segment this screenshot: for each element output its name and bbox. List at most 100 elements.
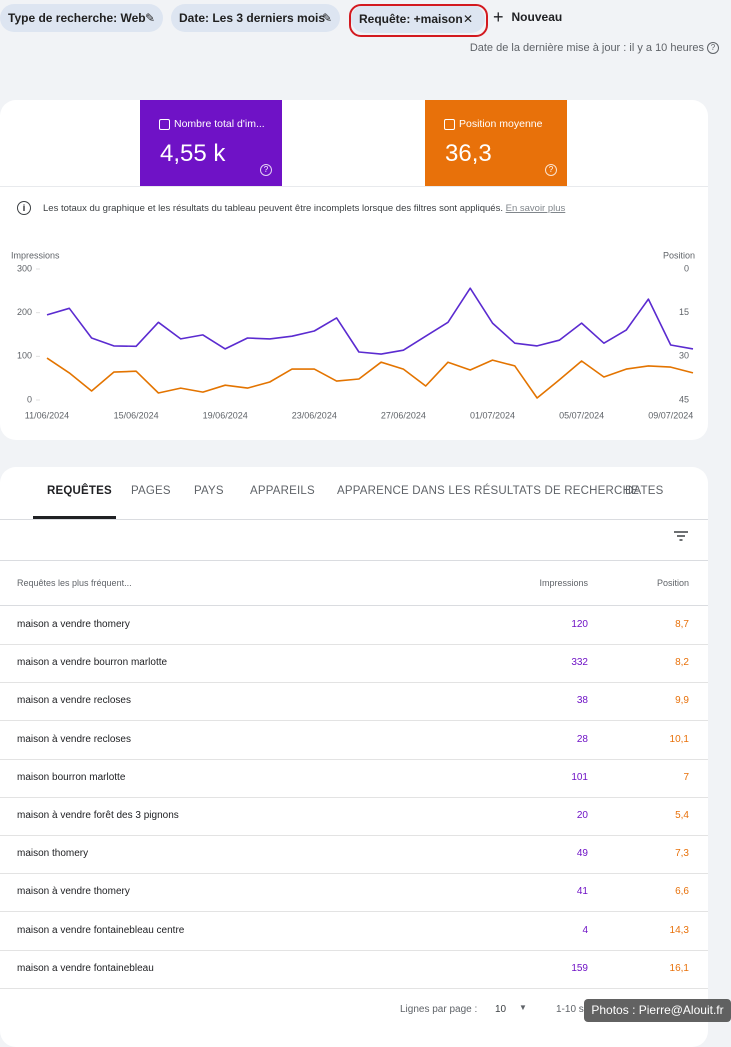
- impressions-cell: 120: [571, 619, 588, 630]
- position-cell: 6,6: [675, 886, 689, 898]
- column-header[interactable]: Position: [656, 578, 689, 588]
- tab[interactable]: PAYS: [194, 485, 224, 497]
- position-cell: 7,3: [675, 848, 689, 860]
- divider: [0, 682, 708, 684]
- divider: [0, 987, 708, 989]
- rows-per-page-select[interactable]: 10: [495, 1004, 507, 1015]
- edit-icon: ✎: [321, 11, 332, 25]
- chip-label: Date: Les 3 derniers mois: [179, 11, 326, 25]
- page-range: 1-10 s: [556, 1004, 584, 1015]
- position-cell: 9,9: [675, 695, 689, 707]
- chart: Impressions Position 0 100 200 300 0 15 30 45 11…: [11, 250, 695, 420]
- divider: [0, 835, 708, 836]
- column-header[interactable]: Requêtes les plus fréquent...: [17, 578, 132, 588]
- impressions-cell: 41: [576, 886, 588, 898]
- new-filter-button[interactable]: + Nouveau: [493, 6, 562, 28]
- checkbox: [159, 119, 170, 130]
- metric-label: Nombre total d'im...: [174, 118, 265, 130]
- active-tab-indicator: [33, 516, 116, 519]
- query-cell: maison a vendre bourron marlotte: [17, 657, 168, 669]
- plus-icon: +: [493, 7, 504, 27]
- metric-label: Position moyenne: [459, 118, 543, 130]
- query-cell: maison à vendre thomery: [17, 886, 130, 898]
- divider: [0, 796, 708, 798]
- query-cell: maison à vendre forêt des 3 pignons: [17, 810, 179, 821]
- x-tick-label: 23/06/2024: [292, 410, 337, 420]
- y2-tick-label: 15: [679, 307, 689, 317]
- metric-tile[interactable]: Nombre total d'im... 4,55 k?: [140, 100, 282, 186]
- y-tick-label: 200: [17, 307, 32, 317]
- watermark: Photos : Pierre@Alouit.fr: [584, 999, 731, 1022]
- query-cell: maison a vendre thomery: [17, 619, 130, 630]
- filter-chip[interactable]: Requête: +maison ✕: [351, 5, 485, 33]
- y2-tick-label: 0: [684, 263, 689, 273]
- position-cell: 10,1: [669, 733, 689, 745]
- impressions-cell: 4: [582, 924, 588, 936]
- filter-chip[interactable]: Type de recherche: Web ✎: [0, 4, 163, 32]
- divider: [0, 949, 708, 951]
- x-tick-label: 15/06/2024: [114, 410, 159, 420]
- query-cell: maison a vendre recloses: [17, 695, 131, 707]
- notice: Les totaux du graphique et les résultats…: [43, 203, 565, 214]
- last-update: Date de la dernière mise à jour : il y a…: [469, 42, 704, 54]
- position-cell: 7: [683, 771, 689, 783]
- x-tick-label: 01/07/2024: [470, 410, 515, 420]
- metric-value: 4,55 k: [160, 140, 226, 167]
- tab[interactable]: DATES: [625, 485, 664, 497]
- filter-chip[interactable]: Date: Les 3 derniers mois ✎: [171, 4, 340, 32]
- y-tick-label: 100: [17, 351, 32, 361]
- tab[interactable]: APPARENCE DANS LES RÉSULTATS DE RECHERCH…: [337, 485, 639, 497]
- divider: [0, 186, 708, 187]
- divider: [0, 873, 708, 875]
- query-cell: maison a vendre fontainebleau: [17, 962, 154, 974]
- position-cell: 8,7: [675, 619, 689, 630]
- impressions-cell: 159: [571, 962, 588, 974]
- series-line: [46, 357, 694, 399]
- query-cell: maison thomery: [17, 848, 89, 860]
- impressions-cell: 28: [576, 733, 588, 745]
- highlight-ring: [349, 4, 488, 37]
- x-tick-label: 05/07/2024: [559, 410, 604, 420]
- x-tick-label: 19/06/2024: [203, 410, 248, 420]
- y-axis-title: Impressions: [11, 250, 60, 260]
- dropdown-arrow[interactable]: ▼: [519, 1003, 527, 1012]
- impressions-cell: 20: [576, 810, 588, 821]
- rows-per-page-label: Lignes par page :: [400, 1004, 478, 1015]
- tab[interactable]: PAGES: [131, 485, 171, 497]
- tab[interactable]: APPAREILS: [250, 485, 315, 497]
- divider: [0, 911, 708, 913]
- metric-value: 36,3: [445, 140, 492, 167]
- y-tick-label: 300: [17, 263, 32, 273]
- column-header[interactable]: Impressions: [539, 578, 588, 588]
- metric-tile[interactable]: Position moyenne 36,3?: [425, 100, 567, 186]
- divider: [0, 519, 708, 520]
- x-tick-label: 27/06/2024: [381, 410, 426, 420]
- page: Type de recherche: Web ✎ Date: Les 3 dern…: [0, 4, 731, 1047]
- query-cell: maison à vendre recloses: [17, 733, 131, 745]
- performance-card: [0, 100, 708, 440]
- help-icon: ?: [260, 164, 272, 176]
- close-icon[interactable]: ✕: [462, 12, 473, 26]
- checkbox: [444, 119, 455, 130]
- impressions-cell: 38: [576, 695, 588, 707]
- help-icon: ?: [545, 164, 557, 176]
- y2-axis-title: Position: [663, 250, 695, 260]
- impressions-cell: 49: [576, 848, 588, 860]
- edit-icon: ✎: [144, 11, 155, 25]
- filter-icon[interactable]: [673, 529, 689, 543]
- button-label: Nouveau: [511, 10, 563, 24]
- tab[interactable]: REQUÊTES: [47, 485, 112, 497]
- position-cell: 16,1: [669, 962, 689, 974]
- divider: [0, 720, 708, 722]
- divider: [0, 560, 708, 561]
- x-tick-label: 09/07/2024: [648, 410, 693, 420]
- table-row[interactable]: [0, 835, 708, 873]
- notice-text: Les totaux du graphique et les résultats…: [43, 203, 503, 214]
- info-icon: i: [17, 201, 31, 215]
- help-icon[interactable]: ?: [707, 42, 719, 54]
- query-cell: maison a vendre fontainebleau centre: [17, 924, 185, 936]
- position-cell: 8,2: [675, 657, 689, 669]
- divider: [0, 758, 708, 760]
- series-line: [46, 287, 694, 355]
- notice-link[interactable]: En savoir plus: [505, 203, 566, 214]
